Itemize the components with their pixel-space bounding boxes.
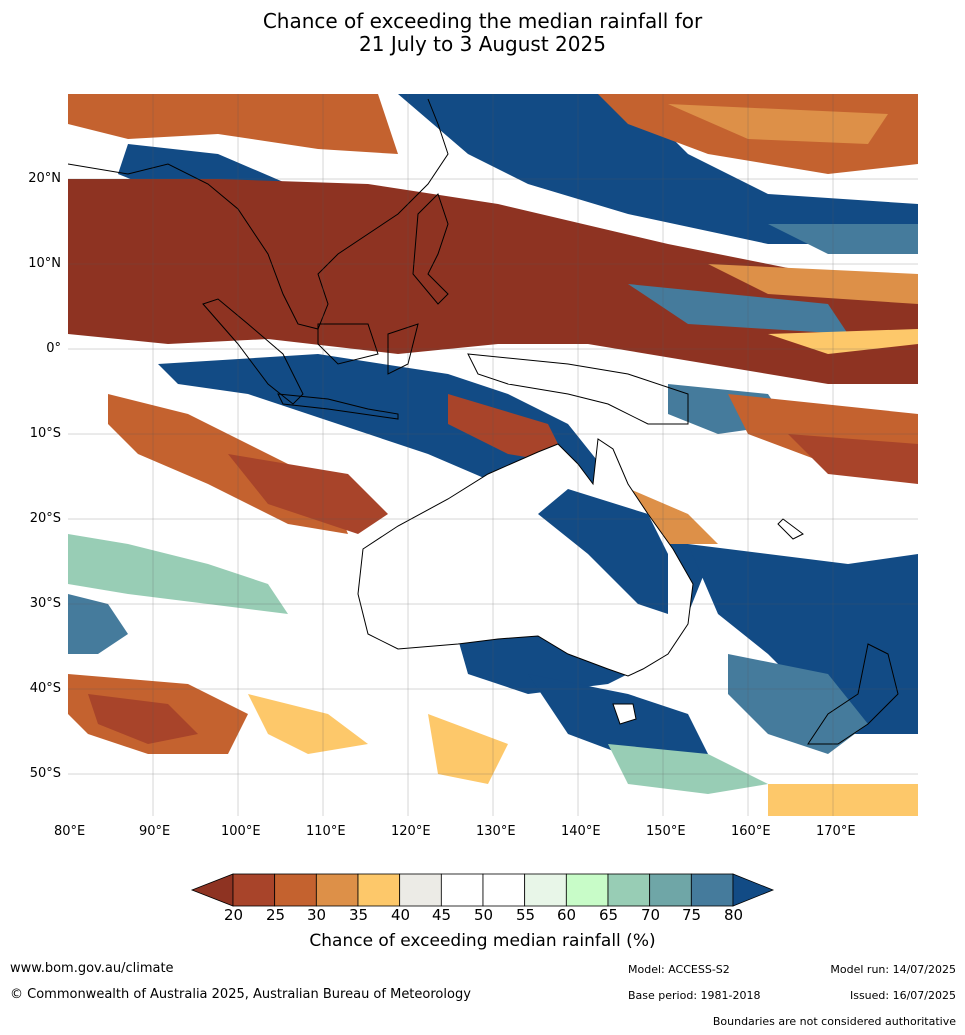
title-line-2: 21 July to 3 August 2025 [359,32,606,56]
colorbar-high-extension [732,873,775,907]
colorbar-tick: 75 [682,906,702,924]
lon-label-100e: 100°E [221,824,261,839]
colorbar-segment [399,873,442,907]
colorbar-segment [274,873,317,907]
colorbar-tick: 25 [266,906,286,924]
graticule [68,94,918,816]
lon-label-90e: 90°E [139,824,171,839]
lat-label-20n: 20°N [28,171,61,186]
rainfall-map [68,94,918,816]
colorbar-tick: 50 [474,906,494,924]
lon-label-160e: 160°E [731,824,771,839]
lat-label-40s: 40°S [29,681,61,696]
colorbar-segment [607,873,651,907]
lat-label-30s: 30°S [29,596,61,611]
colorbar-segment [357,873,401,907]
lon-label-120e: 120°E [391,824,431,839]
lat-label-10s: 10°S [29,426,61,441]
colorbar-segment [649,873,692,907]
colorbar-tick: 65 [599,906,619,924]
boundaries-disclaimer: Boundaries are not considered authoritat… [712,1015,956,1028]
colorbar-tick: 70 [641,906,661,924]
colorbar-segment [232,873,276,907]
colorbar-segment [315,873,359,907]
lon-label-80e: 80°E [54,824,86,839]
lat-label-0: 0° [46,341,61,356]
colorbar-segment [440,873,484,907]
lon-label-170e: 170°E [816,824,856,839]
colorbar-tick: 30 [307,906,327,924]
lon-label-140e: 140°E [561,824,601,839]
colorbar-tick: 20 [224,906,244,924]
colorbar-segment [482,873,526,907]
colorbar-tick: 45 [432,906,452,924]
colorbar-segment [565,873,609,907]
colorbar-tick: 40 [391,906,411,924]
lat-label-20s: 20°S [29,511,61,526]
lon-label-110e: 110°E [306,824,346,839]
colorbar-label: Chance of exceeding median rainfall (%) [309,931,656,951]
colorbar-tick: 35 [349,906,369,924]
colorbar-low-extension [190,873,234,907]
colorbar-tick: 55 [516,906,536,924]
lat-label-10n: 10°N [28,256,61,271]
base-period: Base period: 1981-2018 [628,989,761,1002]
map-title: Chance of exceeding the median rainfall … [0,10,965,56]
colorbar-segment [690,873,734,907]
title-line-1: Chance of exceeding the median rainfall … [262,9,703,33]
lon-label-130e: 130°E [476,824,516,839]
colorbar-segment [524,873,567,907]
issued-date: Issued: 16/07/2025 [849,989,956,1002]
colorbar [190,873,775,907]
copyright-text: © Commonwealth of Australia 2025, Austra… [10,987,471,1002]
colorbar-tick: 60 [557,906,577,924]
lon-label-150e: 150°E [646,824,686,839]
model-name: Model: ACCESS-S2 [628,963,730,976]
lat-label-50s: 50°S [29,766,61,781]
website-link[interactable]: www.bom.gov.au/climate [10,961,174,976]
colorbar-tick: 80 [724,906,744,924]
model-run-date: Model run: 14/07/2025 [830,963,956,976]
